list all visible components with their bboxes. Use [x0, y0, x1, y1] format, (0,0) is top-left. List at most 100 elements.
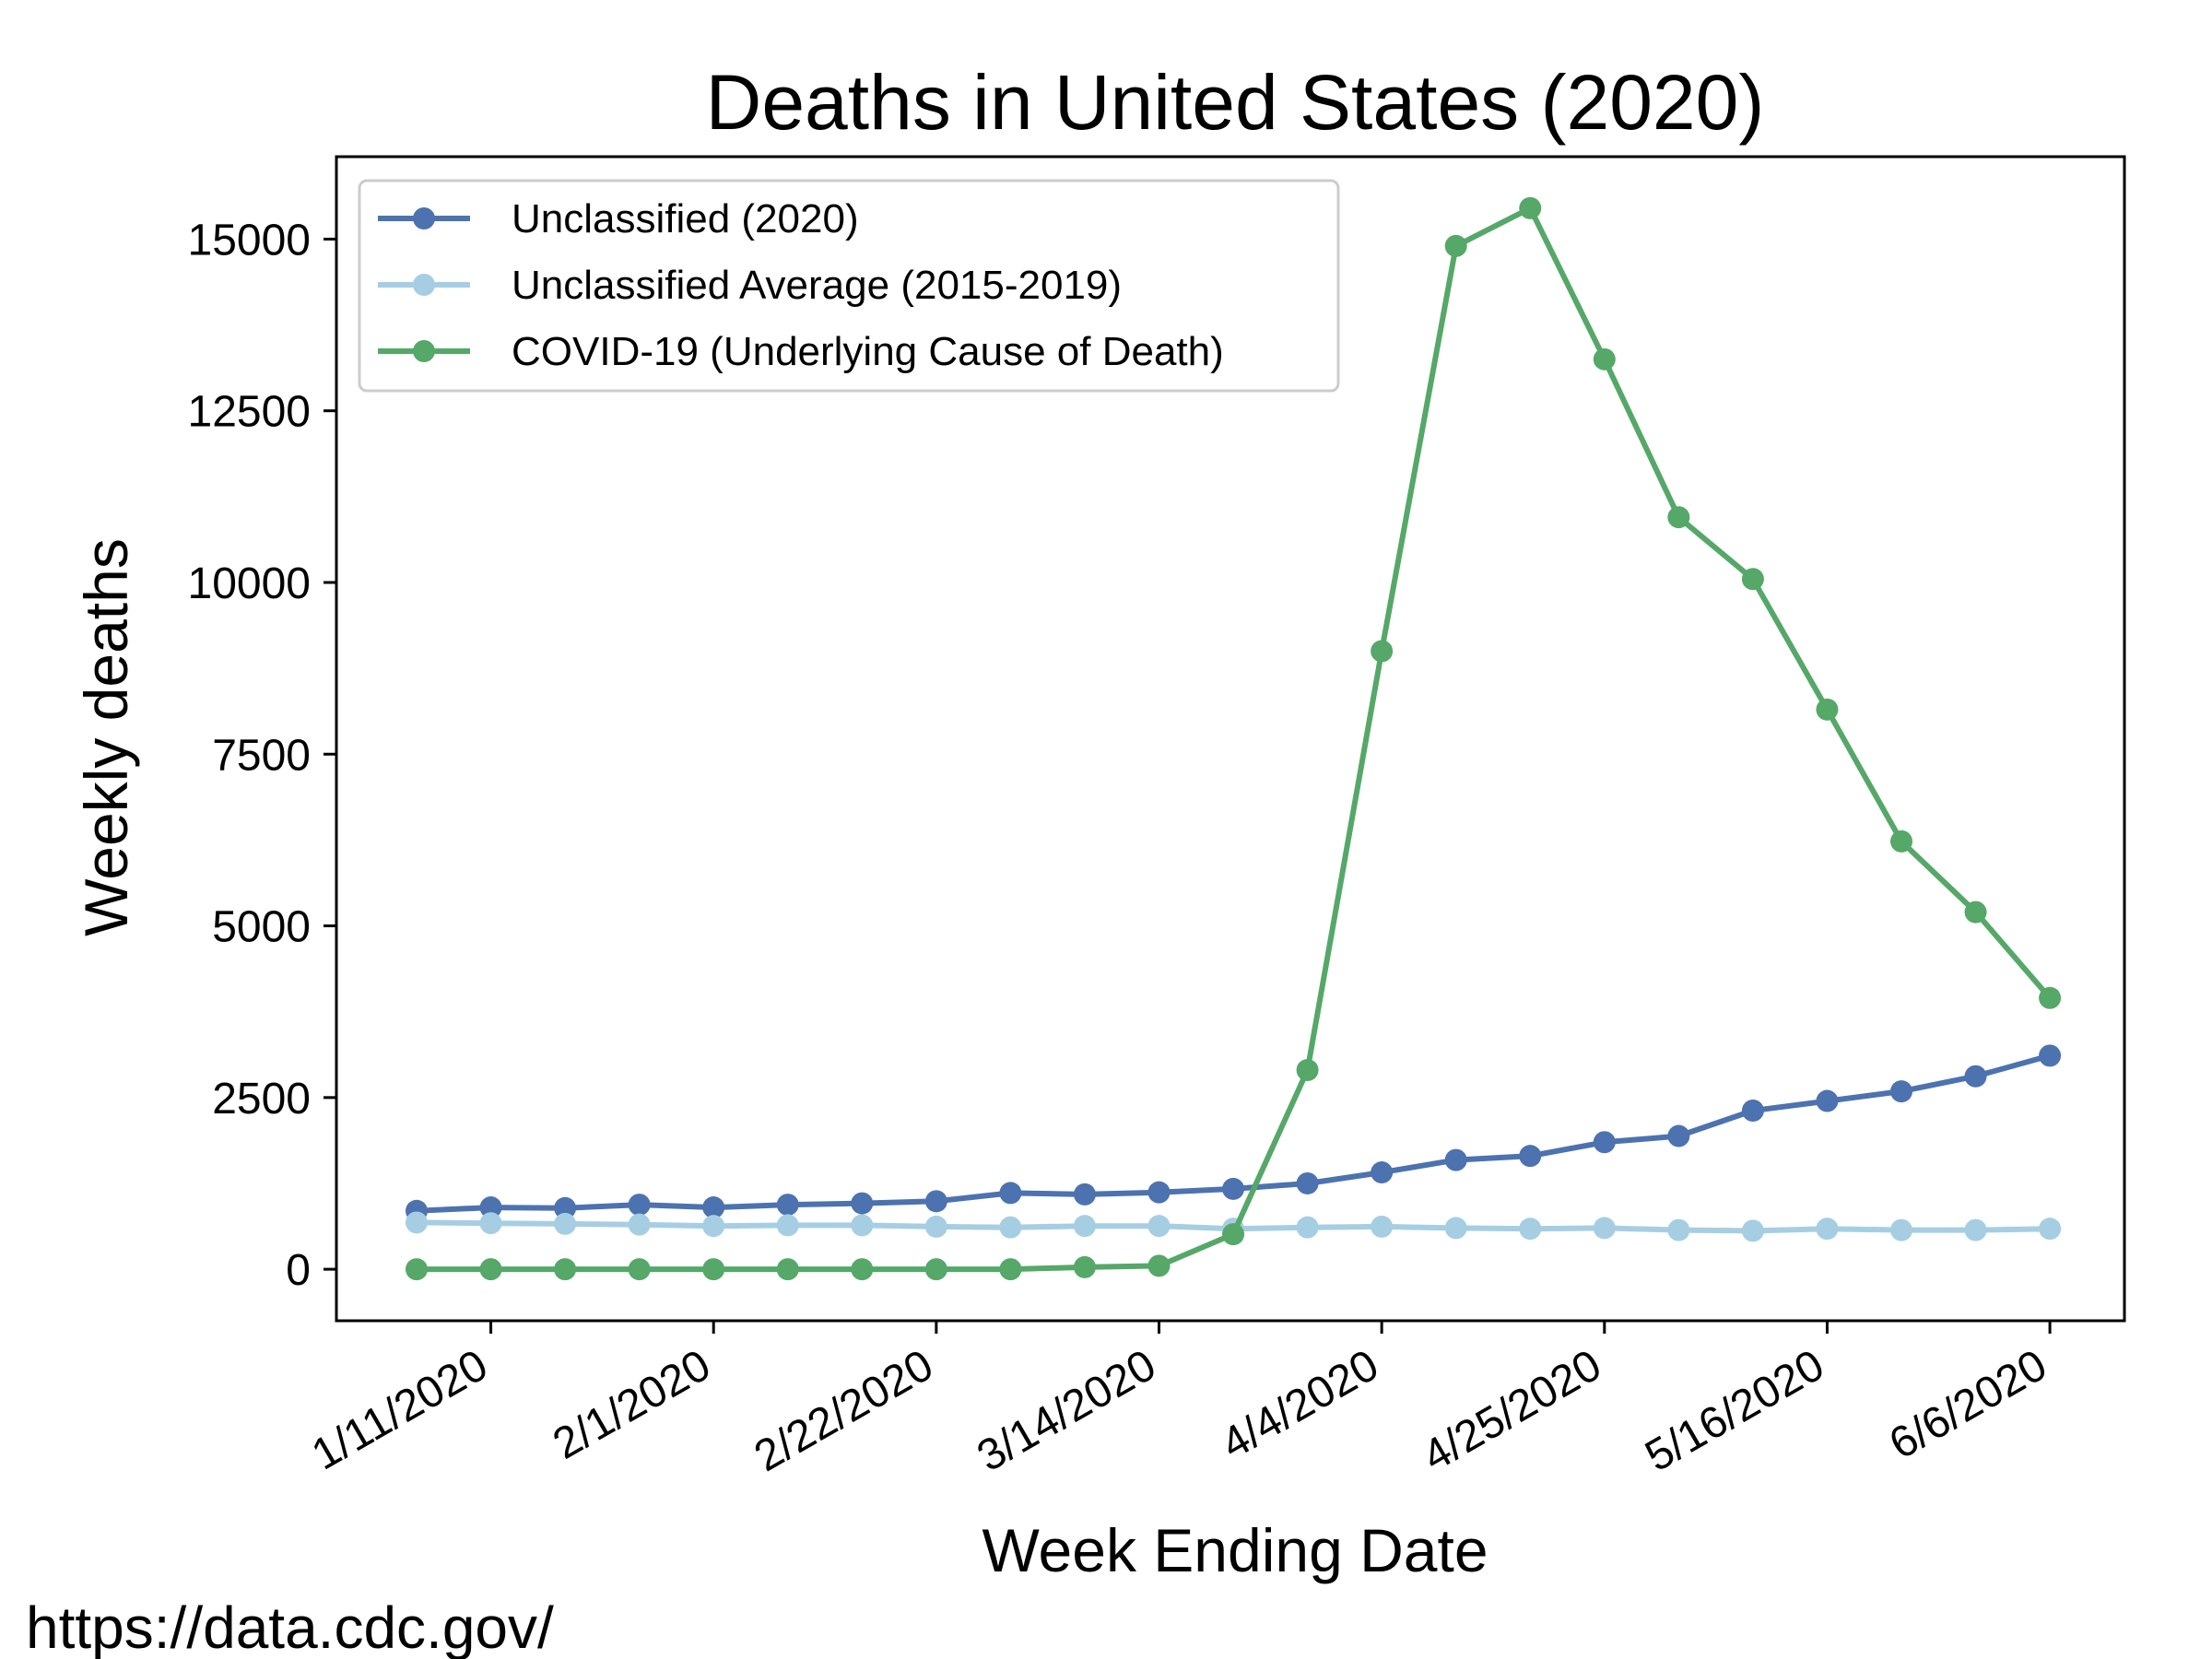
- data-point: [1964, 1065, 1987, 1088]
- data-point: [1222, 1223, 1245, 1246]
- data-point: [1073, 1215, 1096, 1238]
- data-point: [851, 1214, 874, 1237]
- data-point: [1519, 1145, 1542, 1168]
- x-axis-label: Week Ending Date: [982, 1516, 1488, 1584]
- data-point: [1147, 1254, 1171, 1277]
- x-tick-label: 5/16/2020: [1638, 1341, 1832, 1482]
- data-point: [554, 1212, 577, 1235]
- data-point: [1667, 506, 1690, 529]
- data-point: [924, 1215, 947, 1238]
- data-point: [1890, 830, 1912, 853]
- data-point: [1964, 900, 1987, 924]
- data-point: [1741, 1219, 1764, 1242]
- data-point: [2039, 1218, 2062, 1241]
- data-point: [554, 1196, 577, 1219]
- x-axis: 1/11/2020 2/1/2020 2/22/2020 3/14/2020 4/4/2…: [304, 1321, 2055, 1481]
- data-point: [776, 1258, 799, 1281]
- legend-label: Unclassified (2020): [512, 196, 859, 241]
- data-point: [1741, 568, 1764, 591]
- data-point: [479, 1196, 502, 1219]
- source-url: https://data.cdc.gov/: [26, 1594, 554, 1659]
- legend-marker: [413, 274, 435, 296]
- data-point: [1593, 1131, 1616, 1154]
- data-point: [1741, 1099, 1764, 1122]
- y-tick-label: 5000: [212, 903, 311, 952]
- series-3: [406, 196, 2062, 1281]
- x-tick-label: 1/11/2020: [304, 1341, 496, 1480]
- data-point: [1519, 1218, 1542, 1241]
- data-point: [1519, 196, 1542, 219]
- data-point: [628, 1213, 651, 1236]
- y-tick-label: 10000: [188, 559, 311, 608]
- data-point: [406, 1258, 428, 1281]
- data-point: [1816, 1089, 1839, 1112]
- data-point: [702, 1258, 725, 1281]
- data-point: [1296, 1216, 1319, 1239]
- data-point: [1147, 1181, 1171, 1204]
- data-point: [1444, 234, 1467, 257]
- x-tick-label: 4/4/2020: [1213, 1341, 1386, 1469]
- data-point: [1667, 1124, 1690, 1147]
- data-point: [1593, 1217, 1616, 1240]
- legend-label: COVID-19 (Underlying Cause of Death): [512, 329, 1224, 374]
- data-point: [776, 1194, 799, 1217]
- legend-box: [358, 179, 1340, 393]
- legend-label: Unclassified Average (2015-2019): [512, 263, 1122, 308]
- y-tick-label: 12500: [188, 388, 311, 437]
- data-point: [406, 1211, 428, 1234]
- data-point: [2039, 986, 2062, 1009]
- data-point: [1147, 1215, 1171, 1238]
- data-point: [1371, 640, 1394, 663]
- data-point: [702, 1215, 725, 1238]
- y-tick-label: 15000: [188, 216, 311, 265]
- data-point: [1444, 1217, 1467, 1240]
- data-point: [1073, 1255, 1096, 1278]
- data-point: [1222, 1177, 1245, 1200]
- data-point: [1444, 1148, 1467, 1171]
- data-point: [628, 1258, 651, 1281]
- data-point: [999, 1182, 1022, 1205]
- data-point: [1593, 347, 1616, 371]
- data-point: [1890, 1218, 1912, 1241]
- data-point: [851, 1258, 874, 1281]
- x-tick-label: 6/6/2020: [1881, 1341, 2054, 1469]
- data-point: [1816, 1218, 1839, 1241]
- legend-marker: [413, 207, 435, 229]
- x-tick-label: 3/14/2020: [970, 1341, 1164, 1482]
- data-point: [776, 1214, 799, 1237]
- data-point: [1073, 1182, 1096, 1206]
- data-point: [924, 1258, 947, 1281]
- data-point: [479, 1212, 502, 1235]
- plot-area-frame: [335, 155, 2126, 1323]
- data-point: [1371, 1215, 1394, 1238]
- data-point: [999, 1258, 1022, 1281]
- x-tick-label: 4/25/2020: [1415, 1341, 1609, 1482]
- data-point: [479, 1258, 502, 1281]
- data-point: [2039, 1044, 2062, 1067]
- data-point: [1296, 1059, 1319, 1082]
- data-point: [554, 1258, 577, 1281]
- data-point: [1816, 698, 1839, 721]
- series-layer: [406, 196, 2062, 1281]
- data-point: [851, 1192, 874, 1215]
- data-point: [1964, 1218, 1987, 1241]
- data-point: [924, 1190, 947, 1213]
- x-tick-label: 2/1/2020: [545, 1341, 718, 1469]
- y-tick-label: 7500: [212, 731, 311, 780]
- y-tick-label: 2500: [212, 1075, 311, 1124]
- chart-title: Deaths in United States (2020): [706, 59, 1765, 146]
- y-tick-label: 0: [286, 1246, 311, 1295]
- y-axis-label: Weekly deaths: [72, 538, 140, 936]
- data-point: [1296, 1171, 1319, 1194]
- data-point: [999, 1216, 1022, 1239]
- y-axis: 0 2500 5000 7500 10000 12500 15000: [188, 216, 336, 1295]
- data-point: [628, 1194, 651, 1217]
- legend: Unclassified (2020) Unclassified Average …: [358, 179, 1340, 393]
- data-point: [1667, 1218, 1690, 1241]
- data-point: [1371, 1161, 1394, 1184]
- legend-marker: [413, 340, 435, 362]
- x-tick-label: 2/22/2020: [747, 1341, 941, 1482]
- data-point: [1890, 1080, 1912, 1103]
- series-1: [406, 1044, 2062, 1222]
